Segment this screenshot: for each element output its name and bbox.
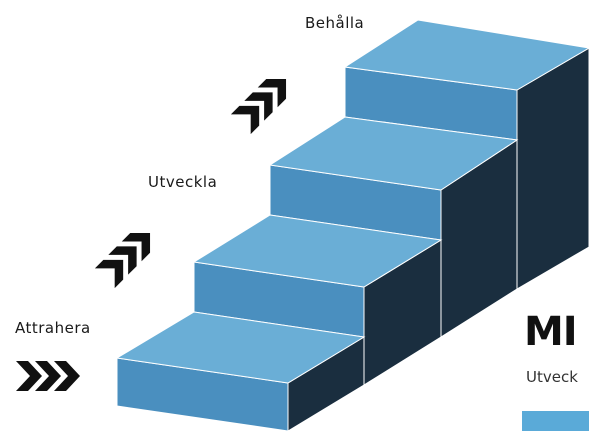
brand-subtitle: Utveck (526, 368, 578, 386)
step-2-top (192, 214, 443, 288)
step-label-behalla: Behålla (305, 14, 365, 32)
step-label-attrahera: Attrahera (15, 319, 91, 337)
accent-swatch (522, 411, 589, 431)
step-3-top (268, 116, 519, 191)
step-3 (268, 116, 519, 338)
step-1-top (115, 311, 366, 384)
chevron-arrows-top-icon (230, 78, 287, 135)
chevron-arrows-middle-icon (94, 232, 151, 289)
chevron-arrows-bottom-icon (16, 361, 80, 391)
step-1 (115, 311, 366, 431)
step-4 (343, 19, 589, 290)
brand-title: MI (524, 309, 578, 355)
step-label-utveckla: Utveckla (148, 173, 218, 191)
step-4-top (343, 19, 589, 91)
step-2 (192, 214, 443, 386)
